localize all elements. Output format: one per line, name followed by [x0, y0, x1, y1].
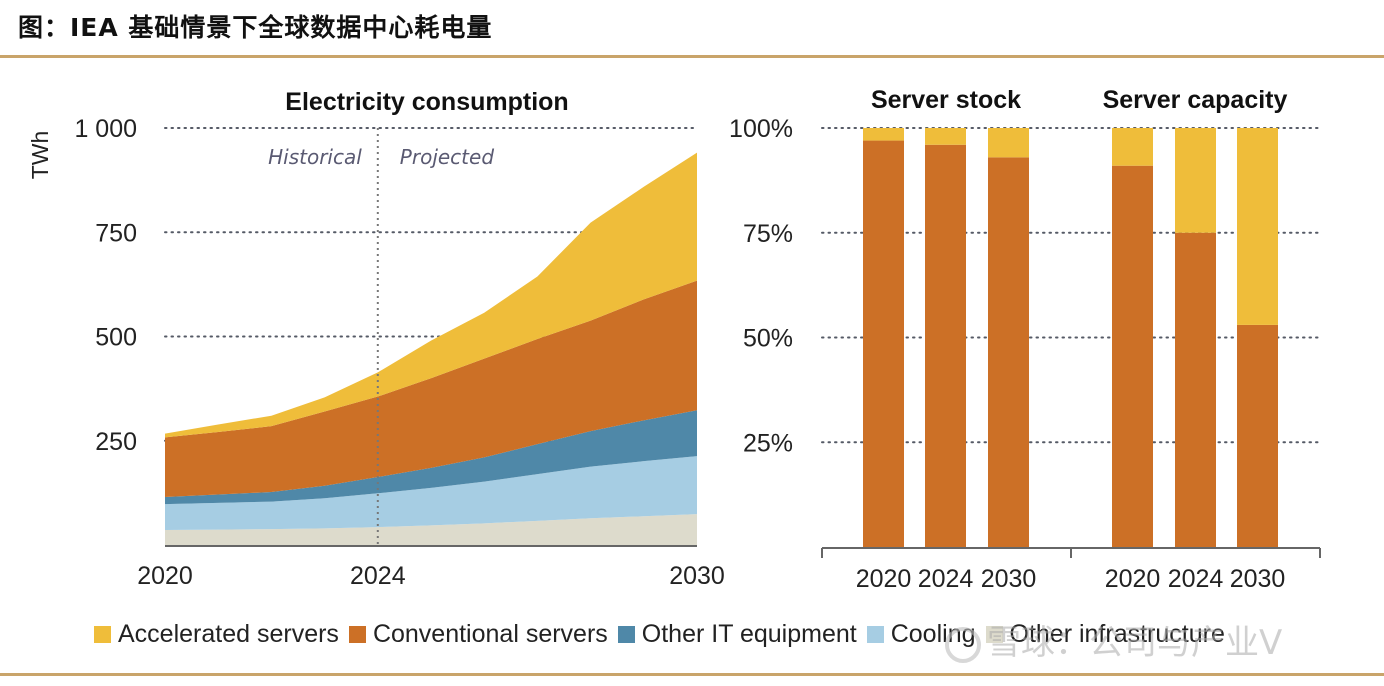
y-tick-label: 250	[95, 428, 137, 456]
area-chart-title: Electricity consumption	[285, 88, 568, 116]
area-layer-other-infrastructure	[165, 514, 697, 545]
bar-group-server-stock: Server stock 2020 2024 2030	[821, 86, 1072, 593]
legend-label: Conventional servers	[372, 620, 608, 648]
legend-swatch	[985, 626, 1003, 643]
bar-group-title: Server capacity	[1103, 86, 1288, 114]
y-tick-label: 50%	[743, 325, 793, 353]
legend-item: Other infrastructure	[985, 620, 1225, 649]
x-tick-label: 2020	[137, 562, 193, 590]
y-tick-label: 75%	[743, 220, 793, 248]
legend-swatch	[94, 626, 111, 643]
bar-segment-accelerated-servers	[863, 128, 904, 141]
legend-swatch	[617, 626, 635, 643]
bar-segment-conventional-servers	[863, 140, 904, 547]
area-layer-accelerated-servers	[165, 152, 697, 438]
legend-label: Other infrastructure	[1009, 620, 1225, 648]
bar-segment-accelerated-servers	[988, 128, 1029, 158]
projected-label: Projected	[400, 145, 495, 169]
y-tick-label: 1 000	[74, 115, 137, 143]
legend-item: Accelerated servers	[94, 620, 339, 649]
bottom-rule	[0, 673, 1384, 676]
y-tick-label: 100%	[729, 115, 793, 143]
legend-label: Other IT equipment	[641, 620, 857, 648]
bar-segment-conventional-servers	[1112, 165, 1153, 547]
x-tick-label: 2030	[669, 562, 725, 590]
x-tick-label: 2030	[981, 565, 1037, 593]
legend-swatch	[866, 626, 884, 643]
x-tick-label: 2020	[1105, 565, 1161, 593]
legend-swatch	[348, 626, 366, 643]
legend-label: Accelerated servers	[118, 620, 339, 648]
y-tick-label: 500	[95, 324, 137, 352]
bar-segment-accelerated-servers	[1237, 128, 1278, 325]
figure-title: 图：IEA 基础情景下全球数据中心耗电量	[18, 13, 493, 42]
x-tick-label: 2030	[1230, 565, 1286, 593]
bar-group-title: Server stock	[871, 86, 1021, 114]
y-axis-label: TWh	[27, 131, 53, 180]
area-layers	[165, 152, 697, 545]
bar-segment-conventional-servers	[925, 144, 966, 547]
bar-y-tick-labels: 100% 75% 50% 25%	[729, 115, 793, 457]
legend-item: Other IT equipment	[617, 620, 857, 649]
top-rule	[0, 55, 1384, 58]
y-tick-label: 750	[95, 219, 137, 247]
legend-item: Cooling	[866, 620, 976, 649]
area-x-tick-labels: 2020 2024 2030	[137, 562, 725, 590]
area-chart: Electricity consumption TWh 1 000 750 500 2…	[27, 88, 725, 590]
legend-item: Conventional servers	[348, 620, 608, 649]
area-y-tick-labels: 1 000 750 500 250	[74, 115, 137, 456]
legend-label: Cooling	[890, 620, 976, 648]
bar-group-server-capacity: Server capacity 2020 2024 2030	[1070, 86, 1321, 593]
bar-segment-conventional-servers	[1175, 232, 1216, 547]
historical-label: Historical	[268, 145, 362, 169]
x-tick-label: 2020	[856, 565, 912, 593]
x-tick-label: 2024	[1168, 565, 1224, 593]
y-tick-label: 25%	[743, 429, 793, 457]
bar-segment-conventional-servers	[988, 157, 1029, 547]
area-layer-conventional-servers	[165, 280, 697, 498]
bar-segment-accelerated-servers	[925, 128, 966, 145]
area-layer-cooling	[165, 456, 697, 530]
legend: Accelerated servers Conventional servers O…	[94, 620, 1235, 649]
x-tick-label: 2024	[918, 565, 974, 593]
bar-segment-conventional-servers	[1237, 324, 1278, 547]
bar-segment-accelerated-servers	[1175, 128, 1216, 233]
bar-segment-accelerated-servers	[1112, 128, 1153, 166]
area-layer-other-it-equipment	[165, 410, 697, 505]
x-tick-label: 2024	[350, 562, 406, 590]
